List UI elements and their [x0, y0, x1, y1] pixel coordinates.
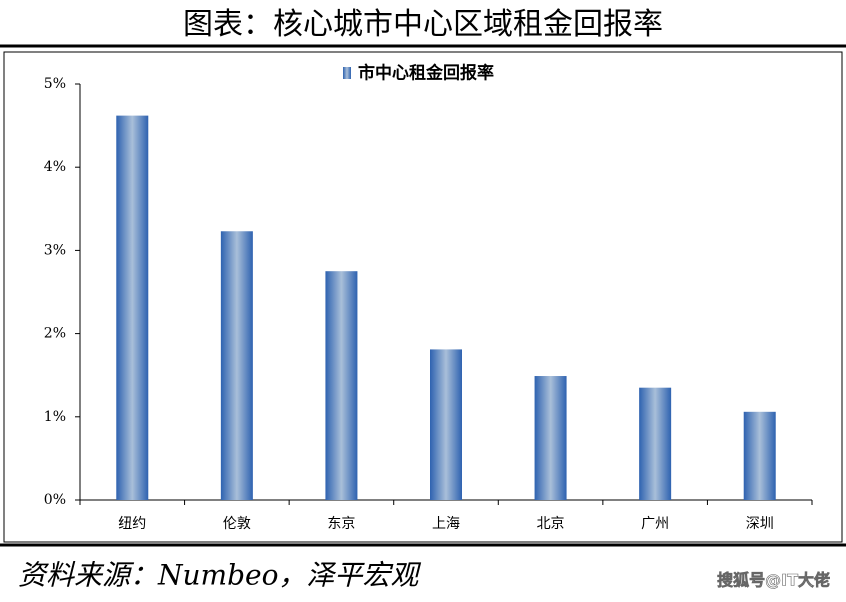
legend-swatch — [343, 67, 351, 79]
x-tick-label: 纽约 — [118, 516, 146, 532]
legend-label: 市中心租金回报率 — [358, 63, 494, 84]
x-tick-label: 东京 — [327, 516, 355, 532]
x-tick-label: 广州 — [641, 516, 669, 532]
x-tick-label: 北京 — [537, 516, 565, 532]
bar — [639, 387, 672, 500]
chart-title: 图表：核心城市中心区域租金回报率 — [183, 7, 663, 42]
y-tick-label: 0% — [44, 492, 66, 508]
y-tick-label: 4% — [44, 159, 66, 175]
y-tick-label: 5% — [44, 76, 66, 92]
bar — [534, 376, 567, 500]
bar — [116, 115, 149, 500]
bar — [220, 231, 253, 500]
y-tick-label: 3% — [44, 242, 66, 258]
x-tick-label: 伦敦 — [223, 516, 251, 532]
source: 资料来源：Numbeo，泽平宏观 — [18, 559, 421, 592]
x-tick-label: 深圳 — [746, 516, 774, 532]
watermark: 搜狐号@IT大佬 — [717, 571, 830, 590]
y-tick-label: 1% — [44, 409, 66, 425]
x-tick-label: 上海 — [432, 516, 460, 532]
plot-frame — [3, 51, 843, 543]
bar — [430, 349, 462, 500]
bar — [743, 411, 776, 500]
bar — [325, 271, 358, 500]
y-tick-label: 2% — [44, 326, 66, 342]
